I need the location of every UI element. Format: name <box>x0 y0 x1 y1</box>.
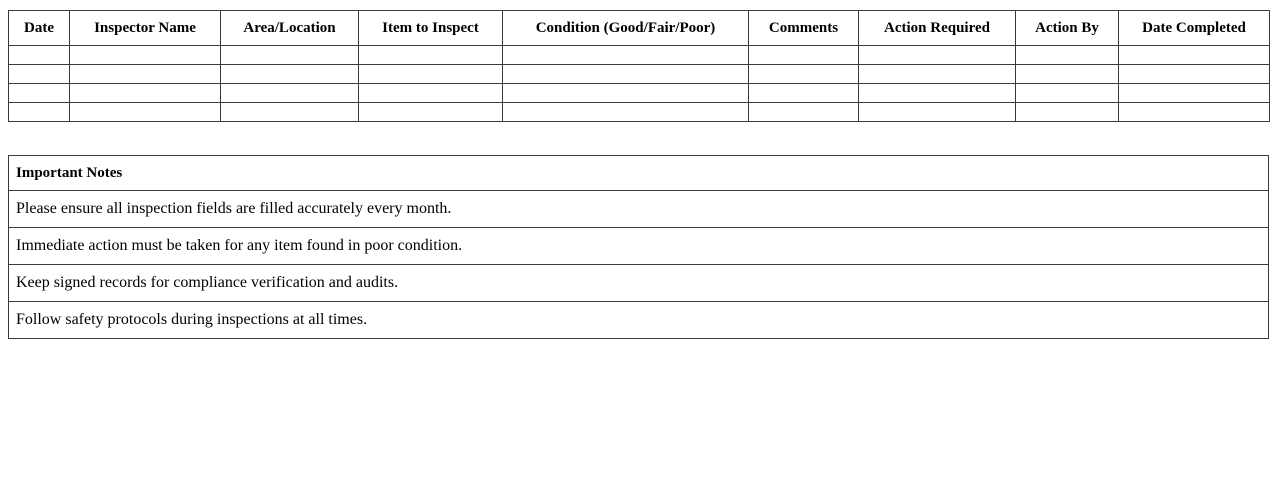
empty-cell <box>220 102 359 122</box>
note-item: Immediate action must be taken for any i… <box>8 227 1269 265</box>
empty-cell <box>502 102 749 122</box>
empty-cell <box>748 64 859 84</box>
empty-cell <box>220 64 359 84</box>
inspection-header-row: Date Inspector Name Area/Location Item t… <box>8 10 1270 46</box>
empty-cell <box>748 45 859 65</box>
note-row: Follow safety protocols during inspectio… <box>8 301 1269 339</box>
empty-cell <box>69 83 221 103</box>
empty-row <box>8 45 1270 65</box>
empty-cell <box>1118 64 1270 84</box>
empty-cell <box>748 102 859 122</box>
notes-title: Important Notes <box>8 155 1269 191</box>
empty-cell <box>1015 64 1119 84</box>
empty-cell <box>8 83 70 103</box>
empty-cell <box>1015 102 1119 122</box>
empty-cell <box>8 45 70 65</box>
column-header-action-required: Action Required <box>858 10 1016 46</box>
empty-cell <box>1118 83 1270 103</box>
column-header-item-to-inspect: Item to Inspect <box>358 10 503 46</box>
empty-cell <box>502 64 749 84</box>
column-header-comments: Comments <box>748 10 859 46</box>
inspection-table: Date Inspector Name Area/Location Item t… <box>8 10 1270 122</box>
column-header-inspector-name: Inspector Name <box>69 10 221 46</box>
empty-cell <box>8 102 70 122</box>
empty-cell <box>858 45 1016 65</box>
empty-cell <box>502 83 749 103</box>
column-header-date-completed: Date Completed <box>1118 10 1270 46</box>
empty-cell <box>858 83 1016 103</box>
note-row: Immediate action must be taken for any i… <box>8 227 1269 265</box>
empty-cell <box>358 64 503 84</box>
note-item: Keep signed records for compliance verif… <box>8 264 1269 302</box>
empty-row <box>8 102 1270 122</box>
document-page: Date Inspector Name Area/Location Item t… <box>8 10 1270 339</box>
notes-table: Important Notes Please ensure all inspec… <box>8 155 1269 339</box>
empty-cell <box>748 83 859 103</box>
empty-cell <box>220 83 359 103</box>
note-item: Please ensure all inspection fields are … <box>8 190 1269 228</box>
empty-cell <box>1118 45 1270 65</box>
empty-cell <box>858 102 1016 122</box>
empty-row <box>8 64 1270 84</box>
note-item: Follow safety protocols during inspectio… <box>8 301 1269 339</box>
note-row: Please ensure all inspection fields are … <box>8 190 1269 228</box>
empty-cell <box>1015 45 1119 65</box>
empty-cell <box>358 102 503 122</box>
column-header-date: Date <box>8 10 70 46</box>
empty-cell <box>1118 102 1270 122</box>
empty-cell <box>8 64 70 84</box>
column-header-condition: Condition (Good/Fair/Poor) <box>502 10 749 46</box>
empty-cell <box>358 45 503 65</box>
empty-cell <box>502 45 749 65</box>
note-row: Keep signed records for compliance verif… <box>8 264 1269 302</box>
empty-cell <box>858 64 1016 84</box>
empty-cell <box>358 83 503 103</box>
empty-cell <box>69 45 221 65</box>
notes-title-row: Important Notes <box>8 155 1269 191</box>
empty-row <box>8 83 1270 103</box>
empty-cell <box>220 45 359 65</box>
column-header-action-by: Action By <box>1015 10 1119 46</box>
column-header-area-location: Area/Location <box>220 10 359 46</box>
empty-cell <box>69 102 221 122</box>
empty-cell <box>1015 83 1119 103</box>
empty-cell <box>69 64 221 84</box>
